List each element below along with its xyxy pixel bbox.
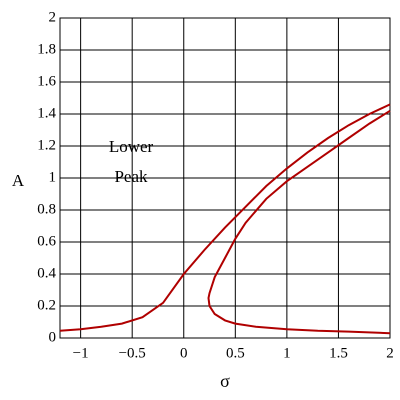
- x-tick-label: 1.5: [329, 345, 348, 361]
- annotation: Lower: [109, 137, 154, 156]
- y-tick-label: 2: [49, 9, 57, 25]
- y-tick-label: 0: [49, 329, 57, 345]
- y-tick-label: 1.4: [37, 105, 56, 121]
- x-tick-label: 2: [386, 345, 394, 361]
- x-tick-label: 1: [283, 345, 291, 361]
- x-tick-label: 0: [180, 345, 188, 361]
- x-tick-label: −0.5: [119, 345, 146, 361]
- y-tick-label: 1: [49, 169, 57, 185]
- y-axis-label: A: [12, 171, 25, 190]
- annotation: Peak: [114, 167, 148, 186]
- x-tick-label: −1: [73, 345, 89, 361]
- y-tick-label: 1.6: [37, 73, 56, 89]
- y-tick-label: 0.4: [37, 265, 56, 281]
- y-tick-label: 1.2: [37, 137, 56, 153]
- y-tick-label: 0.8: [37, 201, 56, 217]
- curve: [59, 103, 391, 332]
- y-tick-label: 0.6: [37, 233, 56, 249]
- y-tick-label: 1.8: [37, 41, 56, 57]
- x-tick-label: 0.5: [226, 345, 245, 361]
- curve: [207, 109, 391, 335]
- y-tick-label: 0.2: [37, 297, 56, 313]
- x-axis-label: σ: [220, 371, 230, 391]
